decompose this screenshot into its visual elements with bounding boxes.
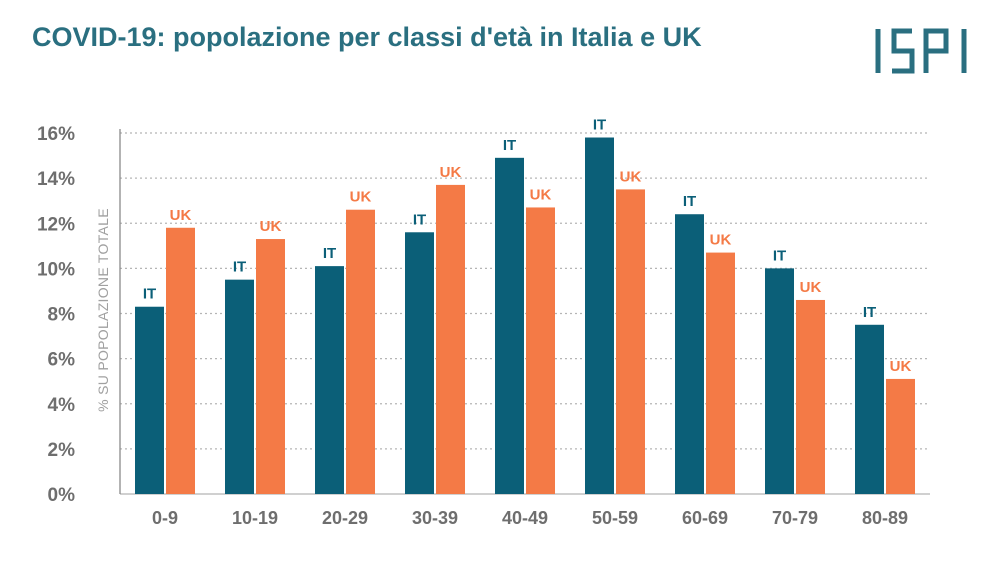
data-label-it: IT [323,245,336,262]
x-tick-label: 80-89 [862,508,908,528]
y-tick-label: 4% [48,395,76,416]
bar-it-50-59 [585,137,614,494]
y-tick-label: 6% [48,350,76,371]
x-tick-label: 30-39 [412,508,458,528]
bar-uk-30-39 [436,184,465,495]
x-tick-label: 20-29 [322,508,368,528]
data-label-uk: UK [620,168,642,185]
y-tick-label: 12% [37,214,75,235]
data-label-it: IT [503,137,516,154]
y-tick-label: 10% [37,259,75,280]
data-label-uk: UK [890,358,912,375]
data-label-it: IT [593,117,606,134]
data-label-uk: UK [530,186,552,203]
y-tick-label: 16% [37,124,75,145]
data-label-it: IT [413,211,426,228]
y-tick-label: 2% [48,440,76,461]
x-tick-label: 0-9 [152,508,178,528]
x-tick-label: 70-79 [772,508,818,528]
bar-it-10-19 [225,279,254,494]
bar-it-60-69 [675,214,704,494]
x-tick-label: 10-19 [232,508,278,528]
data-label-uk: UK [260,218,282,235]
y-axis-label: % SU POPOLAZIONE TOTALE [95,208,111,412]
data-label-uk: UK [350,189,372,206]
data-label-it: IT [233,259,246,276]
bars: IT UK IT UK IT UK IT UK IT UK IT UK IT UK IT UK IT UK [135,117,915,495]
data-label-uk: UK [800,279,822,296]
bar-uk-60-69 [706,252,735,494]
bar-it-70-79 [765,268,794,494]
x-axis-ticks: 0-9 10-19 20-29 30-39 40-49 50-59 60-69 70-79 80… [152,508,908,528]
data-label-uk: UK [170,207,192,224]
chart-title: COVID-19: popolazione per classi d'età i… [32,22,702,52]
y-tick-label: 14% [37,169,75,190]
ispi-logo [875,28,967,74]
data-label-it: IT [773,247,786,264]
y-tick-label: 8% [48,305,76,326]
data-label-it: IT [143,286,156,303]
bar-uk-70-79 [796,299,825,494]
data-label-it: IT [683,193,696,210]
data-label-uk: UK [440,164,462,181]
bar-uk-10-19 [256,239,285,494]
x-tick-label: 40-49 [502,508,548,528]
bar-it-30-39 [405,232,434,494]
bar-uk-50-59 [616,189,645,494]
bar-it-20-29 [315,266,344,494]
x-tick-label: 50-59 [592,508,638,528]
bar-uk-0-9 [166,227,195,494]
bar-it-40-49 [495,157,524,494]
grid-lines [120,132,930,495]
y-axis-ticks: 0% 2% 4% 6% 8% 10% 12% 14% 16% [37,124,75,506]
data-label-uk: UK [710,232,732,249]
bar-uk-40-49 [526,207,555,495]
y-tick-label: 0% [48,485,76,506]
bar-uk-20-29 [346,209,375,494]
data-label-it: IT [863,304,876,321]
bar-it-0-9 [135,306,164,494]
x-tick-label: 60-69 [682,508,728,528]
bar-it-80-89 [855,324,884,494]
bar-uk-80-89 [886,378,915,494]
